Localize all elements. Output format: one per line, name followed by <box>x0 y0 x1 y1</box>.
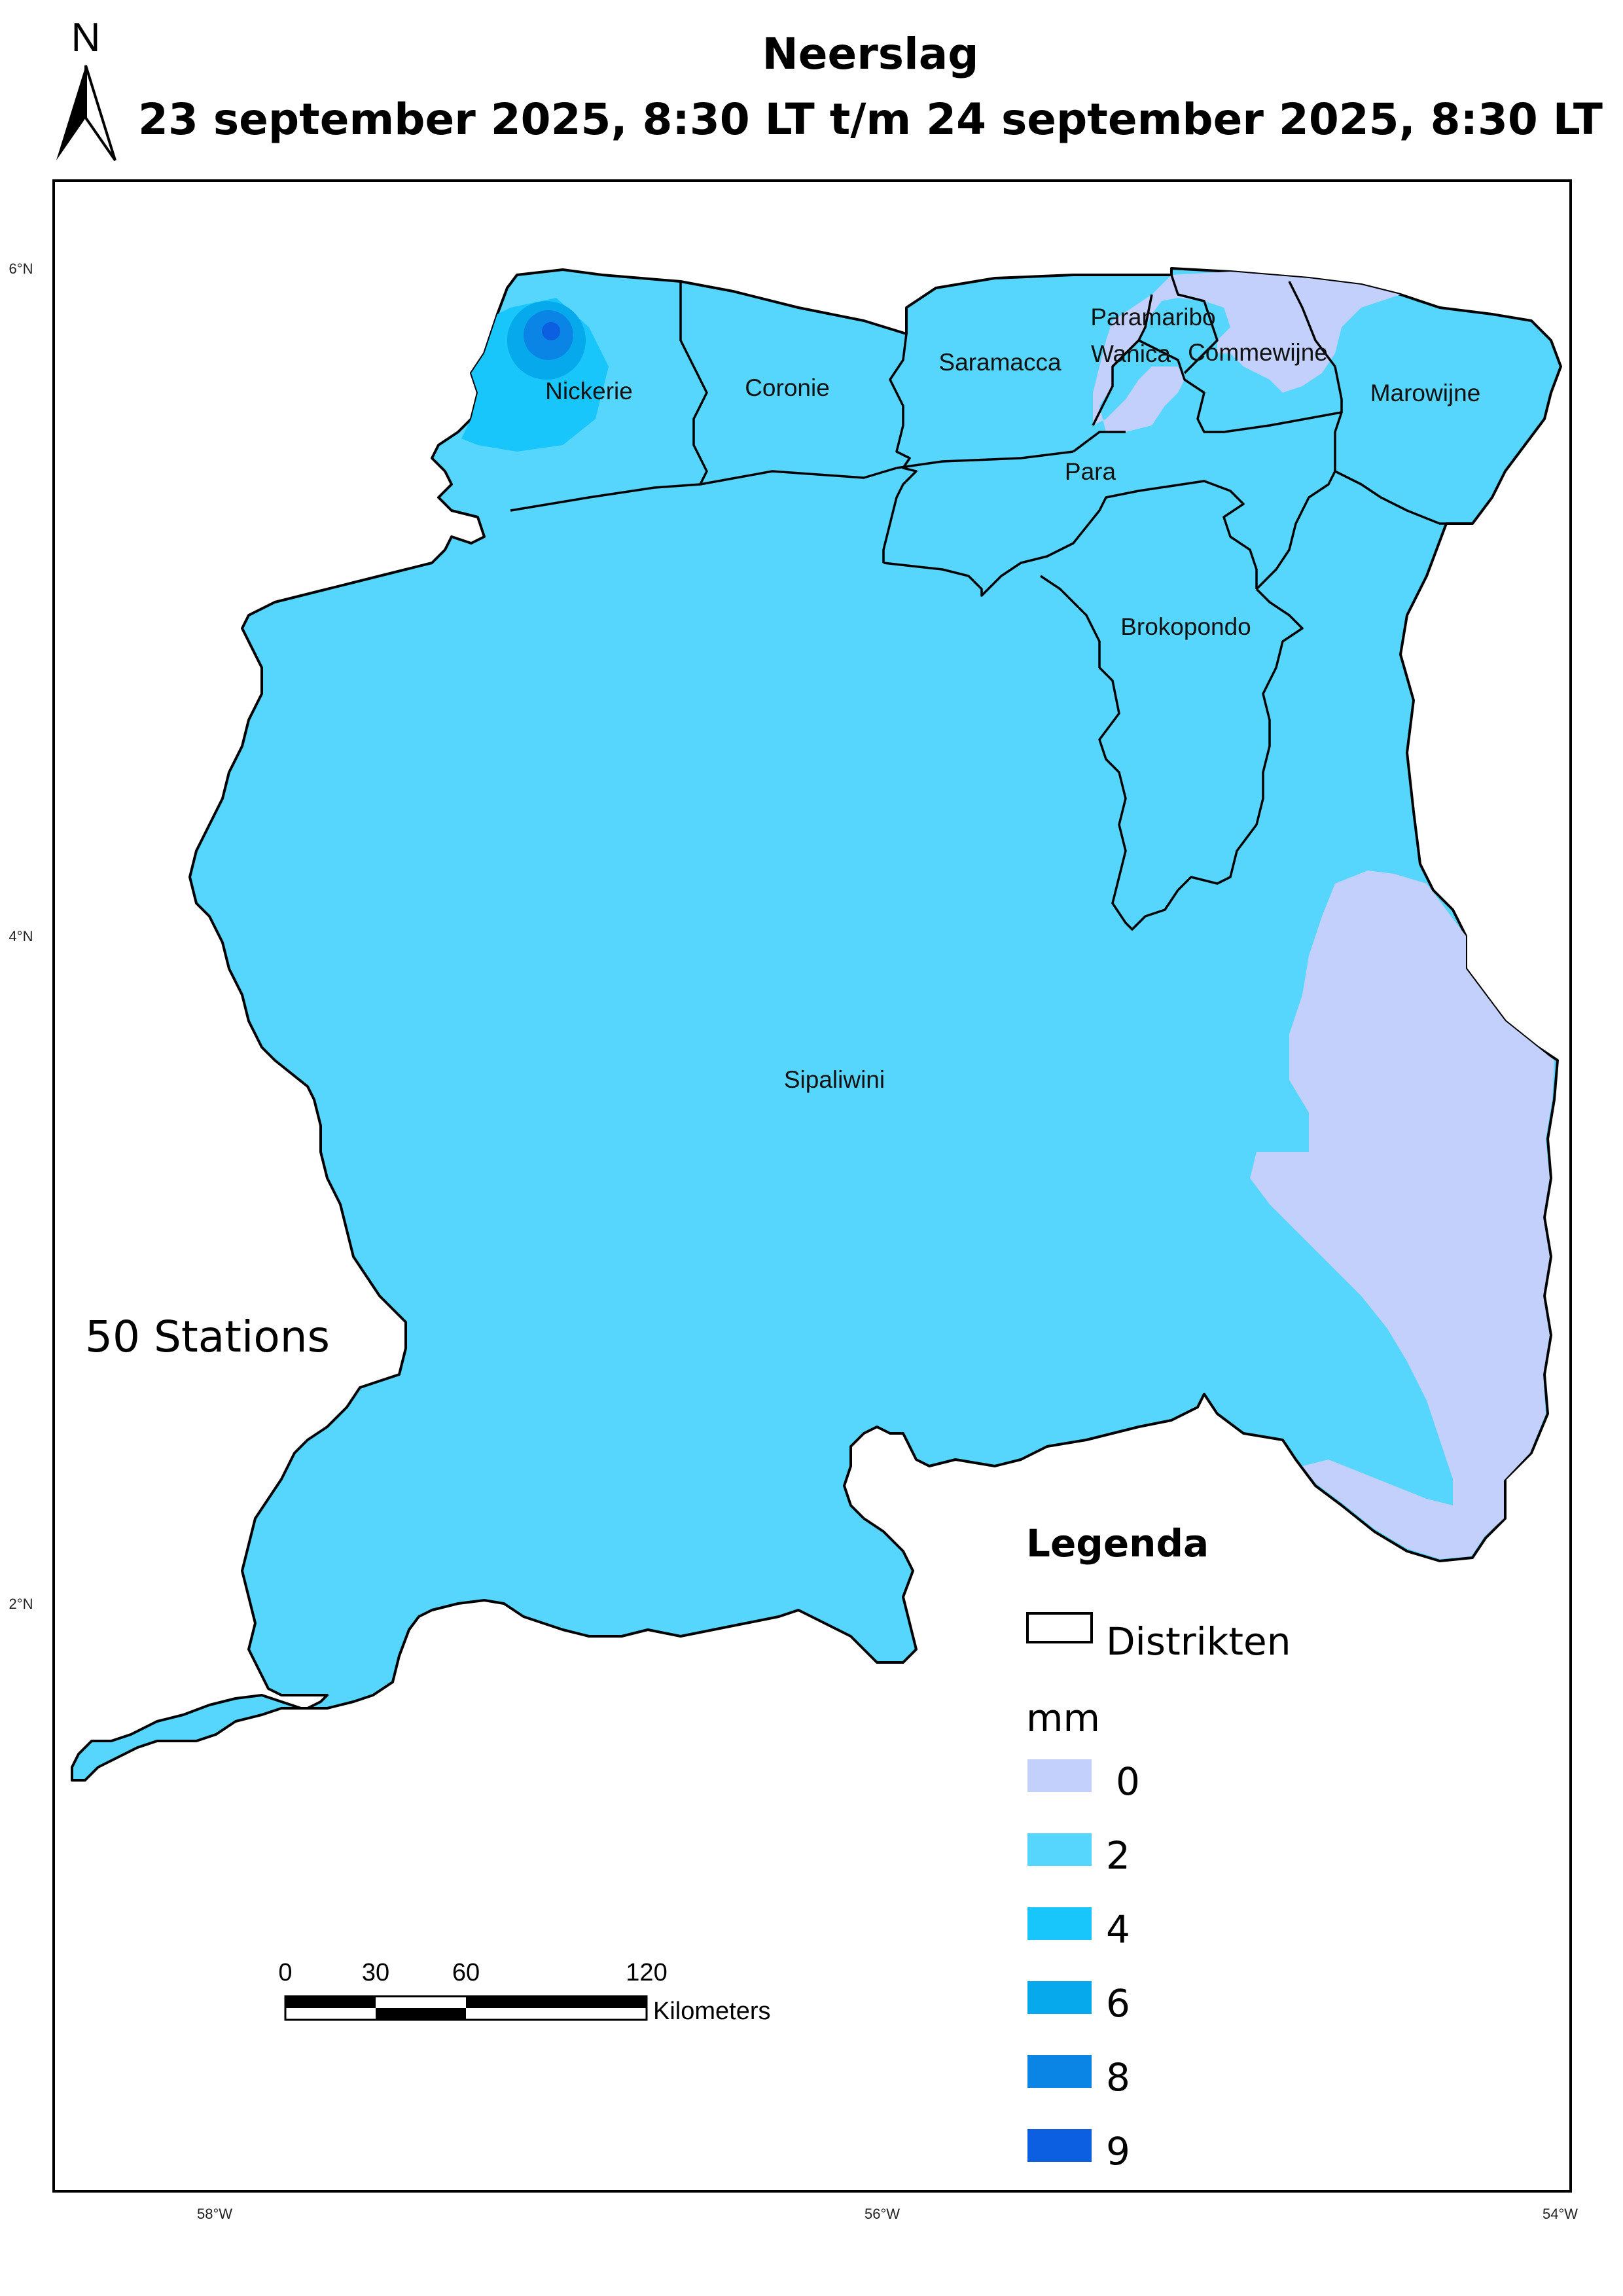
district-labels: Nickerie Coronie Saramacca Paramaribo Wa… <box>545 304 1480 1093</box>
rainfall-hotspot-nickerie <box>461 298 609 452</box>
legend-label-6mm: 6 <box>1106 1981 1130 2026</box>
legend-title: Legenda <box>1026 1521 1209 1566</box>
district-label-brokopondo: Brokopondo <box>1120 613 1251 640</box>
district-label-marowijne: Marowijne <box>1370 380 1481 406</box>
north-label: N <box>71 15 101 60</box>
map-subtitle: 23 september 2025, 8:30 LT t/m 24 septem… <box>138 94 1603 145</box>
lat-label-4n: 4°N <box>9 928 33 944</box>
lon-label-56w: 56°W <box>865 2206 900 2222</box>
rainfall-zone-0mm-north <box>1093 272 1400 432</box>
rainfall-zone-0mm-east <box>1250 870 1554 1559</box>
legend-label-8mm: 8 <box>1106 2055 1130 2100</box>
legend-district-label: Distrikten <box>1106 1619 1291 1664</box>
legend: Legenda Distrikten mm 0 2 4 6 8 9 <box>1026 1521 1291 2174</box>
map-title: Neerslag <box>762 29 979 79</box>
district-label-wanica: Wanica <box>1091 340 1171 367</box>
longitude-labels: 58°W 56°W 54°W <box>197 2206 1578 2222</box>
legend-label-0mm: 0 <box>1116 1759 1140 1804</box>
stations-count: 50 Stations <box>85 1312 330 1362</box>
legend-label-2mm: 2 <box>1106 1833 1130 1878</box>
scale-tick-120: 120 <box>626 1959 667 1986</box>
legend-swatch-9mm <box>1027 2129 1092 2162</box>
legend-label-4mm: 4 <box>1106 1907 1130 1952</box>
legend-swatch-2mm <box>1027 1833 1092 1866</box>
north-arrow-icon: N <box>56 15 116 162</box>
scale-unit: Kilometers <box>653 1998 771 2025</box>
legend-swatch-8mm <box>1027 2055 1092 2088</box>
country-rainfall-2mm <box>71 267 1562 1782</box>
district-label-sipaliwini: Sipaliwini <box>784 1066 885 1093</box>
scale-tick-30: 30 <box>362 1959 389 1986</box>
lon-label-54w: 54°W <box>1543 2206 1578 2222</box>
legend-unit: mm <box>1026 1696 1100 1740</box>
district-label-paramaribo: Paramaribo <box>1090 304 1215 331</box>
scale-tick-60: 60 <box>452 1959 480 1986</box>
district-label-saramacca: Saramacca <box>938 349 1061 376</box>
legend-classes: 0 2 4 6 8 9 <box>1027 1759 1140 2174</box>
legend-district-swatch <box>1026 1612 1093 1643</box>
latitude-labels: 6°N 4°N 2°N <box>9 260 33 1612</box>
district-boundaries <box>510 274 1446 931</box>
lon-label-58w: 58°W <box>197 2206 232 2222</box>
lat-label-6n: 6°N <box>9 260 33 277</box>
scale-tick-0: 0 <box>278 1959 292 1986</box>
district-label-commewijne: Commewijne <box>1188 339 1328 366</box>
district-label-para: Para <box>1065 458 1116 485</box>
legend-label-9mm: 9 <box>1106 2129 1130 2174</box>
district-label-nickerie: Nickerie <box>545 378 633 404</box>
legend-swatch-0mm <box>1027 1759 1092 1792</box>
scale-bar: 0 30 60 120 Kilometers <box>278 1959 770 2025</box>
district-label-coronie: Coronie <box>745 374 830 401</box>
legend-swatch-6mm <box>1027 1981 1092 2014</box>
legend-swatch-4mm <box>1027 1907 1092 1940</box>
lat-label-2n: 2°N <box>9 1596 33 1612</box>
